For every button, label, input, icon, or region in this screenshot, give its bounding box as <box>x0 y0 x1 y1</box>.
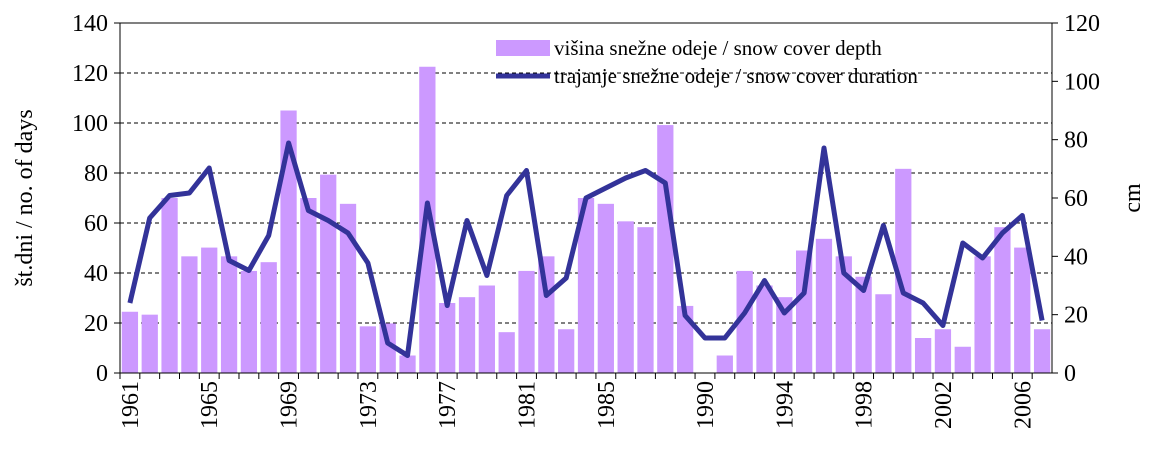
bar <box>458 297 476 373</box>
bar <box>835 256 852 373</box>
y-tick-label: 140 <box>72 11 108 37</box>
bar <box>439 303 456 373</box>
x-tick-label: 1985 <box>594 381 620 429</box>
x-tick-label: 1994 <box>772 381 798 429</box>
bar <box>141 314 158 373</box>
bar <box>637 227 654 373</box>
bar <box>974 256 991 373</box>
bar <box>240 270 258 373</box>
x-tick-label: 1981 <box>515 381 541 429</box>
y-tick-label: 40 <box>84 261 108 287</box>
bar <box>855 276 872 373</box>
line <box>127 140 1045 358</box>
bar <box>339 203 357 373</box>
bar <box>220 256 238 373</box>
y-tick-label: 20 <box>84 311 108 337</box>
y2-tick-label: 100 <box>1064 69 1100 95</box>
bar <box>478 285 495 373</box>
bar <box>736 270 753 373</box>
y2-tick-label: 80 <box>1064 128 1088 154</box>
bar <box>657 125 674 373</box>
bar <box>895 168 912 373</box>
bar <box>1014 247 1031 373</box>
bar <box>359 326 377 373</box>
bar <box>498 332 515 373</box>
x-tick-label: 1977 <box>435 381 461 429</box>
bar <box>260 262 277 373</box>
bar <box>161 198 178 373</box>
legend-label: višina snežne odeje / snow cover depth <box>554 36 882 60</box>
bar <box>558 329 575 373</box>
y2-tick-label: 20 <box>1064 303 1088 329</box>
x-tick-label: 1998 <box>852 381 878 429</box>
y2-axis-label: cm <box>1120 183 1146 213</box>
bar <box>181 256 198 373</box>
bar <box>875 294 892 373</box>
legend-label: trajanje snežne odeje / snow cover durat… <box>554 64 918 88</box>
x-tick-label: 2002 <box>931 381 957 429</box>
x-tick-label: 2006 <box>1010 381 1036 429</box>
bar <box>1033 329 1051 373</box>
bar <box>617 221 634 373</box>
y2-tick-label: 120 <box>1064 11 1100 37</box>
bar <box>518 270 535 373</box>
bar <box>914 338 932 373</box>
bar <box>756 285 773 373</box>
legend-swatch <box>496 40 550 56</box>
y-tick-label: 100 <box>72 111 108 137</box>
bar <box>201 247 218 373</box>
bar <box>934 329 952 373</box>
y-tick-label: 120 <box>72 61 108 87</box>
bar <box>994 227 1011 373</box>
bar <box>954 346 971 373</box>
y2-tick-label: 60 <box>1064 186 1088 212</box>
bar <box>399 355 416 373</box>
bar <box>280 110 297 373</box>
bar <box>320 174 337 373</box>
bar <box>121 311 139 373</box>
bar <box>577 198 595 373</box>
y-tick-label: 60 <box>84 211 108 237</box>
bar <box>300 198 317 373</box>
y-tick-label: 80 <box>84 161 108 187</box>
bar <box>776 297 793 373</box>
x-tick-label: 1965 <box>197 381 223 429</box>
x-tick-label: 1973 <box>356 381 382 429</box>
y-tick-label: 0 <box>96 361 108 387</box>
y2-tick-label: 0 <box>1064 361 1076 387</box>
bar <box>716 355 733 373</box>
y2-tick-label: 40 <box>1064 244 1088 270</box>
plot-frame <box>119 22 1053 374</box>
bar <box>815 238 833 373</box>
x-tick-label: 1969 <box>277 381 303 429</box>
x-tick-label: 1990 <box>693 381 719 429</box>
x-tick-label: 1961 <box>118 381 144 429</box>
y-axis-label: št.dni / no. of days <box>12 109 38 286</box>
bar <box>597 203 614 373</box>
